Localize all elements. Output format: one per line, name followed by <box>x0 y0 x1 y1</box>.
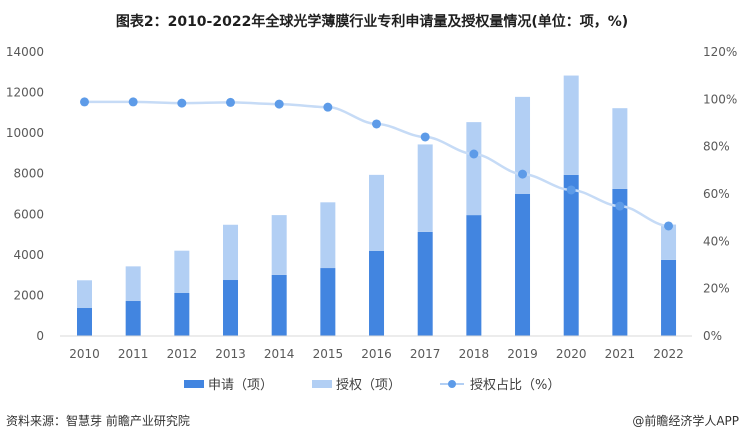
x-axis-tick-label: 2017 <box>410 347 441 361</box>
x-axis-tick-label: 2021 <box>605 347 636 361</box>
legend-label-apply: 申请（项） <box>208 378 273 393</box>
x-axis-tick-label: 2016 <box>361 347 392 361</box>
ratio-point <box>420 132 430 142</box>
source-note: 资料来源：智慧芽 前瞻产业研究院 <box>6 413 190 428</box>
bar-apply <box>320 268 336 336</box>
bar-apply <box>77 308 92 336</box>
ratio-point <box>177 98 187 108</box>
ratio-point <box>518 169 528 179</box>
left-axis-tick-label: 4000 <box>13 248 44 262</box>
bar-apply <box>223 280 239 336</box>
bar-apply <box>612 188 628 336</box>
bar-apply <box>563 174 579 336</box>
right-axis-tick-label: 120% <box>703 45 737 59</box>
bar-apply <box>271 274 287 336</box>
chart-title: 图表2：2010-2022年全球光学薄膜行业专利申请量及授权量情况(单位：项，%… <box>116 13 628 30</box>
left-axis-tick-label: 6000 <box>13 207 44 221</box>
bar-grant <box>271 215 287 275</box>
bar-grant <box>466 122 482 216</box>
bar-grant <box>563 75 579 175</box>
left-axis-tick-label: 0 <box>36 329 44 343</box>
ratio-point <box>226 97 236 107</box>
bar-grant <box>223 224 239 281</box>
legend-swatch-grant <box>312 380 332 388</box>
x-axis-tick-label: 2018 <box>459 347 490 361</box>
right-axis-tick-label: 40% <box>703 234 730 248</box>
left-axis-tick-label: 8000 <box>13 167 44 181</box>
bar-apply <box>369 251 385 336</box>
ratio-point <box>566 185 576 195</box>
x-axis-tick-label: 2011 <box>118 347 149 361</box>
x-axis-tick-label: 2020 <box>556 347 587 361</box>
bar-grant <box>320 202 336 269</box>
right-axis-tick-label: 100% <box>703 92 737 106</box>
credit-note: @前瞻经济学人APP <box>632 413 739 428</box>
x-axis-tick-label: 2015 <box>313 347 344 361</box>
bar-grant <box>661 224 677 260</box>
left-axis-tick-label: 2000 <box>13 288 44 302</box>
legend-label-grant: 授权（项） <box>336 377 401 393</box>
x-axis-tick-label: 2019 <box>507 347 538 361</box>
x-axis-tick-label: 2010 <box>69 347 100 361</box>
ratio-point <box>323 102 333 112</box>
bar-grant <box>369 174 385 252</box>
right-axis-tick-label: 20% <box>703 282 730 296</box>
ratio-point <box>615 201 625 211</box>
bar-grant <box>417 144 433 232</box>
ratio-point <box>664 221 674 231</box>
ratio-point <box>274 99 284 109</box>
left-axis-tick-label: 10000 <box>6 126 44 140</box>
x-axis-tick-label: 2013 <box>215 347 246 361</box>
legend-swatch-apply <box>184 380 204 388</box>
bar-grant <box>515 96 531 194</box>
ratio-point <box>372 119 382 129</box>
bar-apply <box>466 215 482 336</box>
x-axis-tick-label: 2014 <box>264 347 295 361</box>
legend-label-ratio: 授权占比（%） <box>470 377 560 393</box>
bar-grant <box>612 108 628 189</box>
bar-grant <box>77 280 92 309</box>
bar-grant <box>125 266 141 302</box>
bar-apply <box>661 259 677 336</box>
bar-apply <box>417 231 433 336</box>
legend-swatch-ratio-dot <box>448 380 456 388</box>
x-axis-tick-label: 2022 <box>653 347 684 361</box>
right-axis-tick-label: 0% <box>703 329 722 343</box>
x-axis-tick-label: 2012 <box>167 347 198 361</box>
right-axis-tick-label: 60% <box>703 187 730 201</box>
ratio-point <box>80 97 89 107</box>
ratio-point <box>128 97 138 107</box>
bar-grant <box>174 250 190 293</box>
ratio-point <box>469 149 479 159</box>
bar-apply <box>174 292 190 336</box>
left-axis-tick-label: 14000 <box>6 45 44 59</box>
legend: 申请（项） 授权（项） 授权占比（%） <box>184 377 560 393</box>
bar-apply <box>125 301 141 336</box>
bar-apply <box>515 194 531 336</box>
left-axis-tick-label: 12000 <box>6 86 44 100</box>
right-axis-tick-label: 80% <box>703 140 730 154</box>
